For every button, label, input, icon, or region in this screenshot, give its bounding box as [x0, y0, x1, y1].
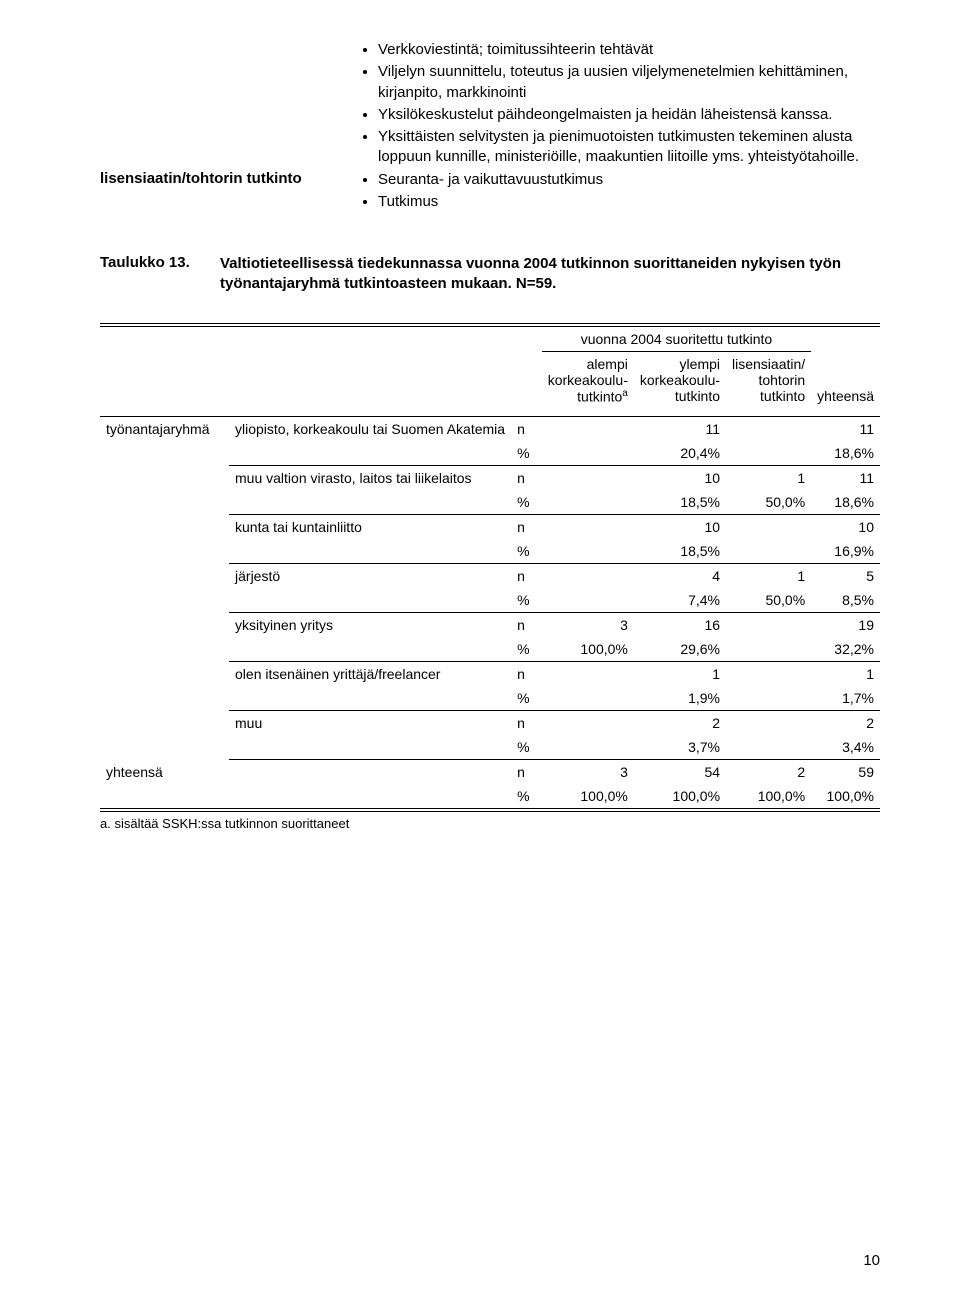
col-header-2: ylempi korkeakoulu- tutkinto — [634, 351, 726, 408]
row-label: olen itsenäinen yrittäjä/freelancer — [229, 662, 511, 687]
row-label: kunta tai kuntainliitto — [229, 515, 511, 540]
table-footnote: a. sisältää SSKH:ssa tutkinnon suorittan… — [100, 816, 880, 831]
col-header-3: lisensiaatin/ tohtorin tutkinto — [726, 351, 811, 408]
bullet-list-upper: Verkkoviestintä; toimitussihteerin tehtä… — [360, 40, 880, 168]
row-label: yksityinen yritys — [229, 613, 511, 638]
bullet-item: Seuranta- ja vaikuttavuustutkimus — [378, 170, 880, 190]
data-table: vuonna 2004 suoritettu tutkinto alempi k… — [100, 323, 880, 813]
caption-text: Valtiotieteellisessä tiedekunnassa vuonn… — [220, 254, 880, 295]
col-header-4: yhteensä — [811, 351, 880, 408]
bullet-item: Tutkimus — [378, 192, 880, 212]
page-number: 10 — [863, 1252, 880, 1269]
bullet-item: Yksittäisten selvitysten ja pienimuotois… — [378, 127, 880, 168]
superheader: vuonna 2004 suoritettu tutkinto — [542, 325, 811, 352]
bullet-list-lower: Seuranta- ja vaikuttavuustutkimusTutkimu… — [360, 170, 880, 213]
table-caption: Taulukko 13. Valtiotieteellisessä tiedek… — [100, 254, 880, 295]
total-label: yhteensä — [100, 760, 229, 785]
row-label: yliopisto, korkeakoulu tai Suomen Akatem… — [229, 417, 511, 442]
row-label: järjestö — [229, 564, 511, 589]
col-header-1: alempi korkeakoulu- tutkintoa — [542, 351, 634, 408]
top-section: Verkkoviestintä; toimitussihteerin tehtä… — [100, 40, 880, 214]
bullet-item: Viljelyn suunnittelu, toteutus ja uusien… — [378, 62, 880, 103]
bullet-item: Verkkoviestintä; toimitussihteerin tehtä… — [378, 40, 880, 60]
group-label: työnantajaryhmä — [100, 417, 229, 760]
row-label: muu — [229, 711, 511, 736]
bullet-item: Yksilökeskustelut päihdeongelmaisten ja … — [378, 105, 880, 125]
row-label: muu valtion virasto, laitos tai liikelai… — [229, 466, 511, 491]
caption-label: Taulukko 13. — [100, 254, 220, 295]
degree-label: lisensiaatin/tohtorin tutkinto — [100, 170, 302, 187]
